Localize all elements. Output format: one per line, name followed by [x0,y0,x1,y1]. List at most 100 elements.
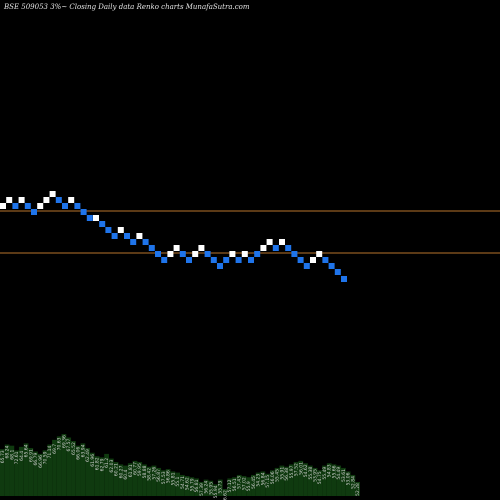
volume-label: 61.2 [104,458,110,468]
volume-label: 69.91 [28,449,34,462]
volume-label: 71.14 [47,446,53,459]
renko-brick [341,276,347,282]
renko-brick [148,245,155,251]
renko-brick [117,227,124,233]
volume-bar [118,464,124,496]
renko-brick [173,245,180,251]
renko-brick [192,251,199,257]
renko-brick [210,257,217,263]
volume-label: 56.51 [232,478,238,491]
volume-label: 56.38 [284,468,290,481]
volume-label: 57.52 [294,463,300,476]
volume-bar [355,481,360,496]
volume-bar [165,469,171,496]
renko-brick [80,209,87,215]
volume-label: 56.87 [156,469,162,482]
renko-brick [254,251,261,257]
renko-brick [105,227,112,233]
renko-brick [285,245,292,251]
volume-label: 56.84 [260,472,266,485]
renko-brick [99,221,106,227]
volume-bar [4,444,10,496]
volume-bar [288,464,294,496]
volume-bar [303,463,308,496]
renko-brick [111,233,118,239]
volume-bar [113,462,119,496]
volume-labels: 65.73 68.24 68.1 72.61 64.4 65.64 69.91 66.79 66… [0,435,361,500]
volume-bar [270,470,275,496]
volume-label: 55.94 [213,485,219,498]
volume-label: 60.4 [123,469,129,479]
volume-bar [14,450,19,496]
volume-label: 56.86 [166,470,172,483]
volume-bar [0,449,5,496]
volume-label: 58.88 [142,465,148,478]
renko-brick [130,239,137,245]
volume-bar [307,465,313,496]
chart-title: BSE 509053 3%~ Closing Daily data Renko … [3,3,250,11]
volume-label: 55.38 [308,467,314,480]
renko-brick [74,203,81,209]
volume-label: 69.36 [61,435,67,448]
volume-label: 72.61 [14,451,20,464]
renko-brick [155,251,161,257]
volume-label: 61.81 [128,464,134,477]
volume-bar [9,445,15,496]
renko-bricks [0,191,347,282]
volume-bar [241,476,247,496]
volume-label: 62.49 [85,449,91,462]
volume-bar [265,473,270,496]
volume-bar [33,451,38,496]
volume-bar [99,457,105,496]
volume-bar [345,471,351,496]
volume-bar [194,478,199,496]
volume-bar [227,478,233,496]
volume-label: 65.73 [0,450,6,463]
volume-bar [260,471,266,496]
volume-label: 56.81 [194,479,200,492]
renko-brick [316,251,323,257]
volume-bar [61,434,67,496]
renko-brick [55,197,62,203]
volume-label: 57.43 [237,476,243,489]
volume-bar [274,467,280,496]
volume-label: 59.95 [137,463,143,476]
volume-label: 66.79 [33,453,39,466]
volume-bar [71,441,76,496]
volume-label: 68.1 [9,450,15,460]
volume-bar [246,477,252,496]
volume-label: 62.03 [109,460,115,473]
volume-bar [341,467,346,496]
volume-bar [175,472,180,496]
renko-brick [279,239,285,245]
volume-bar [104,453,109,496]
volume-bar [146,466,152,496]
volume-label: 53.61 [341,469,347,482]
renko-brick [124,233,130,239]
volume-bar [184,476,190,496]
renko-brick [142,239,149,245]
volume-bar [137,462,143,496]
volume-bar [312,467,318,496]
volume-label: 66.96 [38,455,44,468]
renko-brick [229,251,236,257]
volume-label: 55.49 [322,467,328,480]
renko-brick [179,251,186,257]
volume-label: 54.49 [336,467,342,480]
volume-label: 60.77 [133,462,139,475]
volume-label: 54.71 [180,476,186,489]
volume-bar [108,458,114,496]
volume-label: 53.06 [346,472,352,485]
renko-brick [49,191,56,197]
renko-brick [291,251,298,257]
volume-label: 55.73 [218,481,224,494]
volume-bar [222,488,228,496]
renko-brick [334,269,341,275]
volume-label: 55.1 [175,476,181,486]
volume-bar [317,470,323,496]
volume-label: 64.4 [19,451,25,461]
volume-label: 61.96 [90,454,96,467]
volume-bar [293,462,299,496]
volume-label: 54.23 [256,474,262,487]
